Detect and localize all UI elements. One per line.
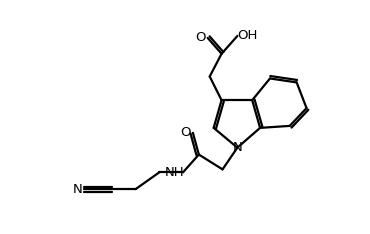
- Text: NH: NH: [164, 166, 184, 179]
- Text: N: N: [232, 141, 242, 154]
- Text: O: O: [196, 31, 206, 44]
- Text: OH: OH: [237, 29, 258, 43]
- Text: O: O: [181, 126, 191, 139]
- Text: N: N: [73, 183, 82, 196]
